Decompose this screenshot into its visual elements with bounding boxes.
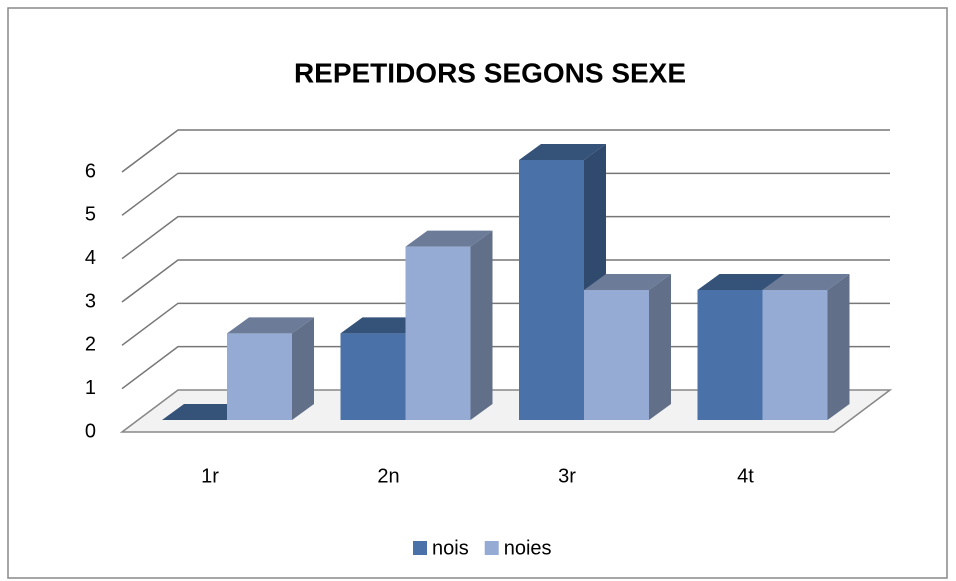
bar — [227, 333, 292, 420]
bar-top — [405, 230, 493, 247]
bar-side — [292, 317, 314, 420]
bar-top — [762, 274, 850, 290]
legend-label: noies — [504, 537, 552, 559]
chart-title: REPETIDORS SEGONS SEXE — [294, 57, 686, 88]
y-tick-label: 1 — [85, 377, 96, 399]
y-tick-label: 0 — [85, 420, 96, 442]
bar-top — [697, 274, 785, 290]
y-tick-label: 2 — [85, 334, 96, 356]
x-tick-label: 1r — [201, 465, 219, 487]
bar-side — [649, 274, 671, 420]
legend-label: nois — [432, 537, 469, 559]
bar — [340, 333, 406, 420]
y-tick-label: 3 — [85, 290, 96, 312]
y-tick-label: 5 — [85, 204, 96, 226]
bar-top — [227, 317, 314, 334]
grid-line — [121, 129, 890, 173]
y-tick-label: 6 — [85, 160, 96, 182]
grid-line — [121, 215, 890, 260]
bar-side — [470, 230, 493, 420]
bar-side — [827, 274, 850, 420]
bar-top — [584, 274, 671, 290]
bar — [697, 290, 763, 420]
bar-top — [519, 144, 606, 160]
bar — [762, 290, 828, 420]
bar — [584, 290, 649, 420]
x-tick-label: 3r — [558, 465, 576, 487]
grid-line — [121, 172, 890, 216]
legend-swatch — [413, 541, 427, 555]
x-tick-label: 4t — [737, 465, 754, 487]
bar — [519, 160, 584, 420]
x-tick-label: 2n — [377, 465, 399, 487]
y-tick-label: 4 — [85, 247, 96, 269]
bar — [405, 246, 471, 420]
grid-line — [121, 259, 890, 303]
legend-swatch — [484, 541, 499, 555]
